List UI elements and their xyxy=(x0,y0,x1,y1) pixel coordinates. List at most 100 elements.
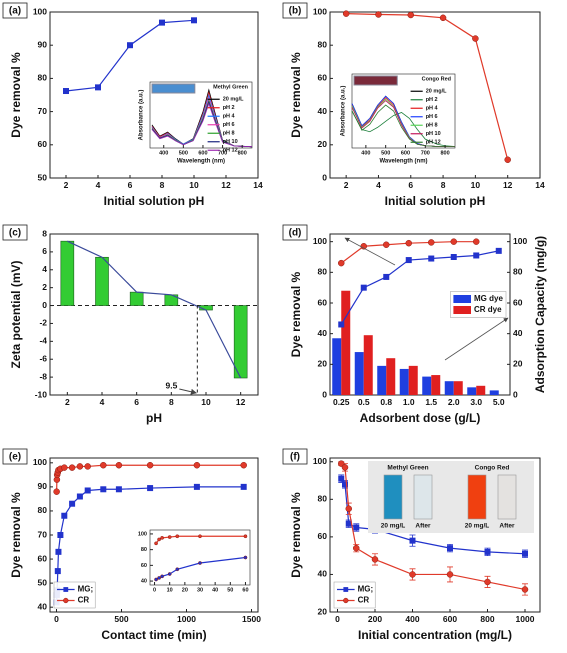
x-tick-label: 14 xyxy=(253,180,263,190)
bar xyxy=(129,291,144,306)
x-tick-label: 4 xyxy=(376,180,381,190)
x-tick-label: 14 xyxy=(535,180,545,190)
bar xyxy=(453,381,463,395)
y-tick-label: 40 xyxy=(141,579,147,585)
series-line xyxy=(151,102,253,148)
x-axis-label: Adsorbent dose (g/L) xyxy=(360,411,481,425)
bar xyxy=(489,390,499,395)
x-tick-label: 50 xyxy=(227,587,233,593)
y-axis-label: Dye removal % xyxy=(289,52,303,138)
x-tick-label: 800 xyxy=(480,614,494,624)
legend-box xyxy=(53,581,96,609)
y-tick-label: 80 xyxy=(318,494,328,504)
data-point xyxy=(55,548,62,555)
data-point xyxy=(504,156,511,163)
legend-label: 20 mg/L xyxy=(223,97,244,103)
legend-label: pH 12 xyxy=(426,140,441,146)
x-tick-label: 1.0 xyxy=(403,397,415,407)
data-point xyxy=(167,535,172,539)
data-point xyxy=(405,239,412,247)
legend-swatch xyxy=(453,306,471,314)
guide-arrow xyxy=(444,317,509,361)
data-point xyxy=(522,550,528,557)
legend-label: pH 10 xyxy=(426,131,441,137)
y-tick-label: 60 xyxy=(38,139,48,149)
data-point xyxy=(383,241,390,248)
y-tick-label: -4 xyxy=(39,336,47,346)
legend-label: pH 4 xyxy=(223,114,236,120)
x-tick-label: 600 xyxy=(401,150,410,156)
data-point xyxy=(342,481,348,488)
cuvette xyxy=(467,474,487,520)
data-point xyxy=(100,486,107,493)
data-point xyxy=(157,537,161,542)
x-tick-label: 60 xyxy=(242,587,248,593)
data-point xyxy=(127,42,133,49)
data-point xyxy=(157,576,161,580)
data-point xyxy=(353,544,360,552)
legend-label: CR xyxy=(78,596,90,605)
data-point xyxy=(447,545,453,552)
bar xyxy=(363,335,373,395)
y-tick-label: 50 xyxy=(38,577,48,587)
y-tick-label: 100 xyxy=(33,457,47,467)
legend-label: pH 2 xyxy=(223,105,235,111)
bar xyxy=(422,376,432,395)
y-tick-label: 100 xyxy=(33,6,47,16)
data-point xyxy=(57,532,64,538)
x-axis-label: pH xyxy=(146,411,162,425)
y-tick-label: 70 xyxy=(38,106,48,116)
panel-label-box xyxy=(2,448,28,465)
data-point xyxy=(240,461,247,469)
legend-box xyxy=(333,581,376,609)
data-point xyxy=(175,567,180,572)
y-tick-label: 100 xyxy=(313,6,327,16)
data-point xyxy=(521,586,529,593)
plot-frame xyxy=(351,73,456,149)
x-tick-label: 600 xyxy=(198,150,207,156)
y-tick-label: -10 xyxy=(35,389,48,399)
data-point xyxy=(383,273,390,280)
y-tick-label: 60 xyxy=(318,531,328,541)
data-point xyxy=(160,574,164,579)
series-line xyxy=(346,13,509,160)
legend-swatch xyxy=(453,295,471,303)
legend-marker xyxy=(63,587,69,592)
data-point xyxy=(428,255,435,262)
x-tick-label: 10 xyxy=(471,180,481,190)
y-tick-label: 90 xyxy=(38,39,48,49)
x-tick-label: 4 xyxy=(100,397,105,407)
y-axis-label: Absorbance (a.u.) xyxy=(341,86,347,137)
data-point xyxy=(68,464,76,471)
annotation-text: 9.5 xyxy=(166,380,178,390)
data-point xyxy=(472,35,479,42)
y-tick-label: 20 xyxy=(318,359,328,369)
data-point xyxy=(341,464,349,471)
x-tick-label: 10 xyxy=(201,397,211,407)
bar xyxy=(467,387,477,395)
series-line xyxy=(351,104,455,147)
photo-title: Methyl Green xyxy=(387,465,428,472)
legend-label: pH 10 xyxy=(223,139,238,145)
y-tick-label: 60 xyxy=(141,563,147,569)
y-axis-label: Dye removal % xyxy=(9,492,23,578)
data-point xyxy=(193,461,201,469)
data-point xyxy=(146,461,154,469)
x-tick-label: 0 xyxy=(54,614,59,624)
data-point xyxy=(175,534,180,539)
y-tick-label: 90 xyxy=(38,481,48,491)
x-tick-label: 800 xyxy=(238,150,247,156)
panel-label: (d) xyxy=(289,228,302,239)
legend-label: 20 mg/L xyxy=(426,89,447,95)
data-point xyxy=(371,556,379,563)
x-tick-label: 500 xyxy=(381,150,390,156)
data-point xyxy=(446,571,454,578)
x-tick-label: 1000 xyxy=(177,614,196,624)
data-point xyxy=(450,238,457,245)
x-tick-label: 8 xyxy=(169,397,174,407)
panel-label-box xyxy=(2,2,28,19)
data-point xyxy=(375,11,382,18)
series-line xyxy=(151,93,253,148)
data-point xyxy=(407,11,415,19)
series-line xyxy=(351,110,456,147)
